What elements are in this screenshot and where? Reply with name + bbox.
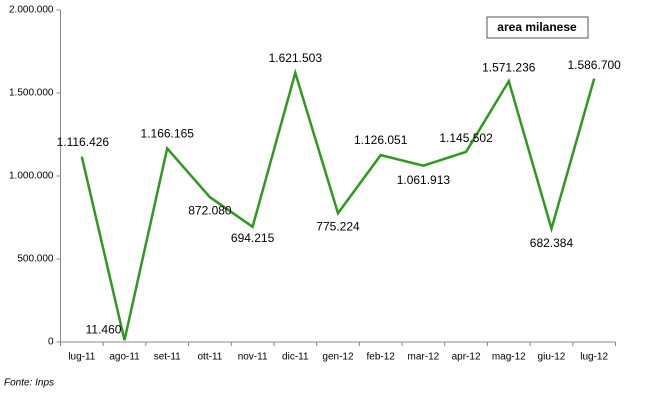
y-tick-label: 1.000.000 bbox=[9, 171, 54, 182]
x-tick-label: ago-11 bbox=[109, 352, 140, 363]
value-label: 1.126.051 bbox=[354, 133, 408, 147]
value-label: 694.215 bbox=[231, 231, 275, 245]
value-label: 1.116.426 bbox=[57, 135, 110, 149]
value-label: 1.166.165 bbox=[141, 127, 195, 141]
y-tick-label: 500.000 bbox=[17, 254, 54, 265]
value-label: 1.621.503 bbox=[269, 51, 323, 65]
y-tick-label: 2.000.000 bbox=[9, 5, 54, 16]
x-tick-label: lug-12 bbox=[580, 352, 608, 363]
value-label: 1.571.236 bbox=[482, 60, 536, 74]
x-tick-label: apr-12 bbox=[452, 352, 481, 363]
x-tick-label: lug-11 bbox=[68, 352, 95, 363]
x-tick-label: nov-11 bbox=[238, 352, 268, 363]
x-tick-label: ott-11 bbox=[198, 352, 223, 363]
y-tick-label: 0 bbox=[48, 337, 54, 348]
y-tick-label: 1.500.000 bbox=[9, 88, 54, 99]
x-tick-label: feb-12 bbox=[367, 352, 396, 363]
value-label: 1.061.913 bbox=[397, 173, 451, 187]
x-tick-label: set-11 bbox=[154, 352, 181, 363]
x-tick-label: gen-12 bbox=[322, 352, 354, 363]
value-label: 1.586.700 bbox=[567, 58, 621, 72]
value-label: 775.224 bbox=[316, 219, 360, 233]
value-label: 1.145.502 bbox=[439, 131, 493, 145]
value-label: 11.460 bbox=[86, 322, 122, 336]
x-tick-label: giu-12 bbox=[538, 352, 566, 363]
x-tick-label: mag-12 bbox=[492, 352, 526, 363]
x-tick-label: dic-11 bbox=[282, 352, 309, 363]
value-label: 872.080 bbox=[188, 203, 232, 217]
annotation: area milanese bbox=[497, 20, 577, 34]
annotation-box bbox=[486, 16, 589, 39]
source: Fonte: Inps bbox=[4, 378, 54, 389]
value-label: 682.384 bbox=[530, 236, 574, 250]
line bbox=[80, 68, 596, 341]
x-tick-label: mar-12 bbox=[408, 352, 440, 363]
